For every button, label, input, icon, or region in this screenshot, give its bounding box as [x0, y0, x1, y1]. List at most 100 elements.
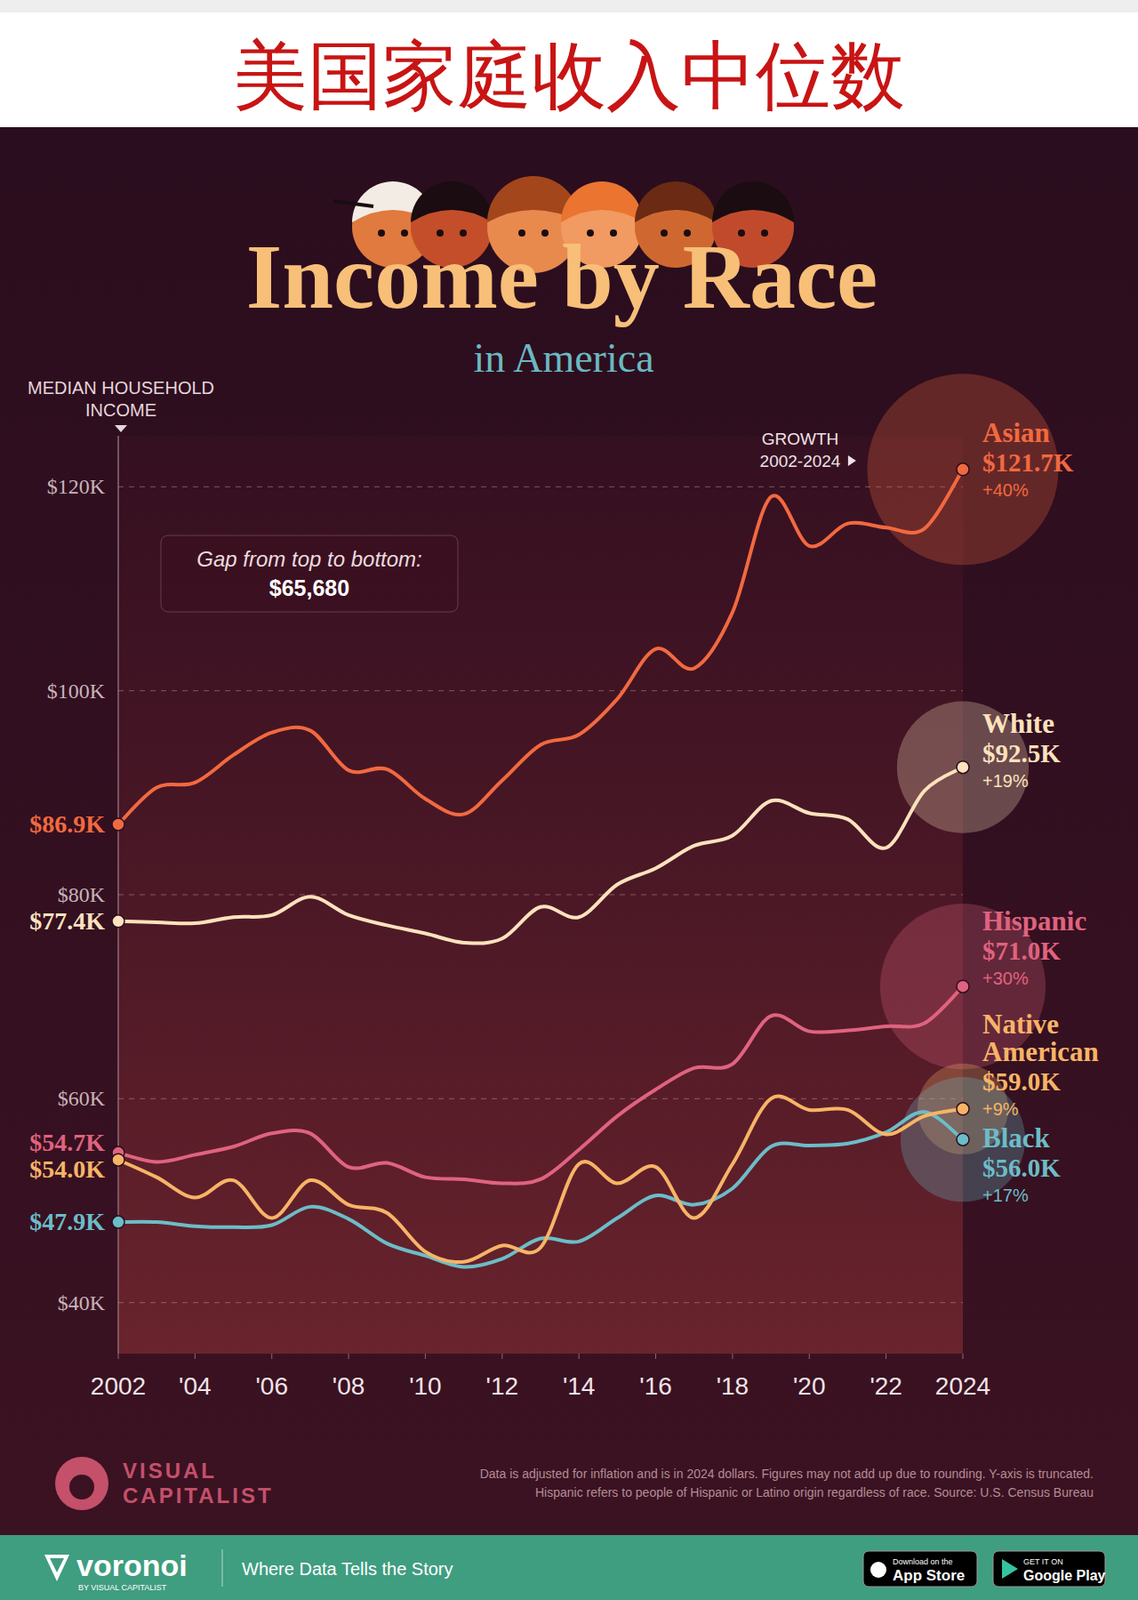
cap-brim [333, 200, 374, 207]
axis-title-line: INCOME [85, 400, 157, 420]
axis-title-line: MEDIAN HOUSEHOLD [27, 377, 215, 398]
end-label: $71.0K [982, 936, 1061, 965]
growth-heading-line: 2002-2024 [760, 451, 842, 471]
growth-label: +30% [982, 968, 1029, 988]
google-play-text: GET IT ON [1023, 1556, 1064, 1566]
series-name-line: Hispanic [982, 905, 1087, 937]
x-tick [348, 1353, 350, 1359]
start-label: $86.9K [29, 809, 105, 838]
header-band [0, 0, 1138, 128]
y-tick-label: $60K [57, 1086, 106, 1110]
growth-label: +40% [982, 480, 1029, 500]
grid-line [118, 689, 963, 691]
series-name: Black [982, 1121, 1051, 1154]
grid-line [118, 1301, 963, 1303]
plot-area [118, 435, 963, 1354]
grid-line [118, 894, 963, 896]
point [112, 1153, 125, 1166]
series-name-line: Native [982, 1008, 1059, 1040]
series-line [118, 985, 963, 1184]
x-tick [885, 1353, 887, 1359]
point [112, 817, 125, 831]
grid-line [118, 486, 963, 488]
start-label: $47.9K [29, 1207, 105, 1235]
x-tick-label: '12 [486, 1371, 520, 1400]
series-name: Asian [982, 416, 1050, 449]
x-tick [271, 1353, 273, 1359]
brand: VISUALCAPITALIST [122, 1458, 274, 1507]
y-tick-label: $120K [47, 474, 106, 498]
subtitle: in America [472, 335, 654, 381]
growth-label: +17% [982, 1185, 1029, 1205]
voronoi-by: BY VISUAL CAPITALIST [78, 1582, 168, 1592]
play-icon [1001, 1558, 1018, 1579]
point [112, 1215, 125, 1228]
start-label: $54.0K [29, 1154, 105, 1183]
x-tick-label: '06 [255, 1371, 289, 1400]
series-name-line: American [982, 1035, 1099, 1067]
growth-label: +19% [982, 770, 1029, 791]
y-tick-label: $80K [57, 882, 106, 906]
header-strip [0, 0, 1138, 13]
app-store-text: Download on the [892, 1556, 954, 1566]
end-label: $92.5K [982, 738, 1061, 768]
lines [118, 469, 963, 1267]
axis-arrow [114, 424, 128, 433]
app-store-button[interactable] [863, 1550, 978, 1587]
x-tick-label: '14 [562, 1371, 596, 1400]
y-tick-label: $40K [57, 1290, 106, 1315]
end-label: $59.0K [982, 1066, 1061, 1096]
series-name: NativeAmerican [982, 1008, 1099, 1067]
tagline: Where Data Tells the Story [241, 1558, 454, 1579]
google-play-button[interactable] [993, 1550, 1106, 1587]
annotation-value: $65,680 [269, 575, 350, 601]
series-line [118, 767, 963, 944]
x-tick-label: 2024 [935, 1371, 991, 1400]
point [956, 1132, 970, 1146]
annotation-text: Gap from top to bottom: [196, 546, 422, 571]
series-name: Hispanic [982, 905, 1087, 937]
series-name-line: Black [982, 1121, 1051, 1154]
point [956, 463, 970, 476]
start-label: $77.4K [29, 906, 105, 935]
voronoi: voronoi [76, 1547, 188, 1582]
point [956, 1102, 970, 1115]
point [112, 914, 125, 928]
growth-arrow [848, 455, 857, 466]
brand-line: VISUAL [122, 1458, 217, 1483]
end-label: $56.0K [982, 1153, 1061, 1182]
series-line [118, 469, 963, 825]
note: Data is adjusted for inflation and is in… [480, 1466, 1094, 1481]
x-tick [501, 1353, 503, 1359]
hair [712, 181, 794, 223]
growth-label: +9% [982, 1098, 1019, 1119]
growth-heading: GROWTH2002-2024 [760, 429, 842, 471]
x-tick-label: '16 [639, 1371, 673, 1400]
apple-icon [870, 1561, 887, 1578]
axis-title: MEDIAN HOUSEHOLDINCOME [27, 377, 215, 420]
start-label: $54.7K [29, 1128, 105, 1156]
series-name: White [982, 707, 1055, 739]
annotation-box [160, 535, 458, 612]
x-tick [962, 1353, 964, 1359]
x-tick-label: '20 [793, 1371, 826, 1400]
google-play-text: Google Play [1023, 1567, 1106, 1583]
logo-mark-inner [69, 1474, 95, 1499]
x-tick-label: 2002 [90, 1371, 146, 1400]
x-tick [809, 1353, 810, 1359]
point [956, 979, 970, 993]
x-tick-label: '22 [869, 1371, 903, 1400]
series-name-line: White [982, 707, 1055, 739]
hair [410, 181, 493, 223]
voronoi-logo [44, 1554, 70, 1581]
x-tick [194, 1353, 196, 1359]
page: 美国家庭收入中位数Income by Racein AmericaMEDIAN … [0, 0, 1138, 1600]
end-label: $121.7K [982, 448, 1074, 477]
growth-heading-line: GROWTH [761, 429, 840, 449]
x-tick [424, 1353, 426, 1359]
x-tick-label: '18 [716, 1371, 750, 1400]
header-title: 美国家庭收入中位数 [232, 32, 906, 120]
x-tick [655, 1353, 657, 1359]
divider [222, 1548, 224, 1587]
y-tick-label: $100K [47, 679, 106, 703]
